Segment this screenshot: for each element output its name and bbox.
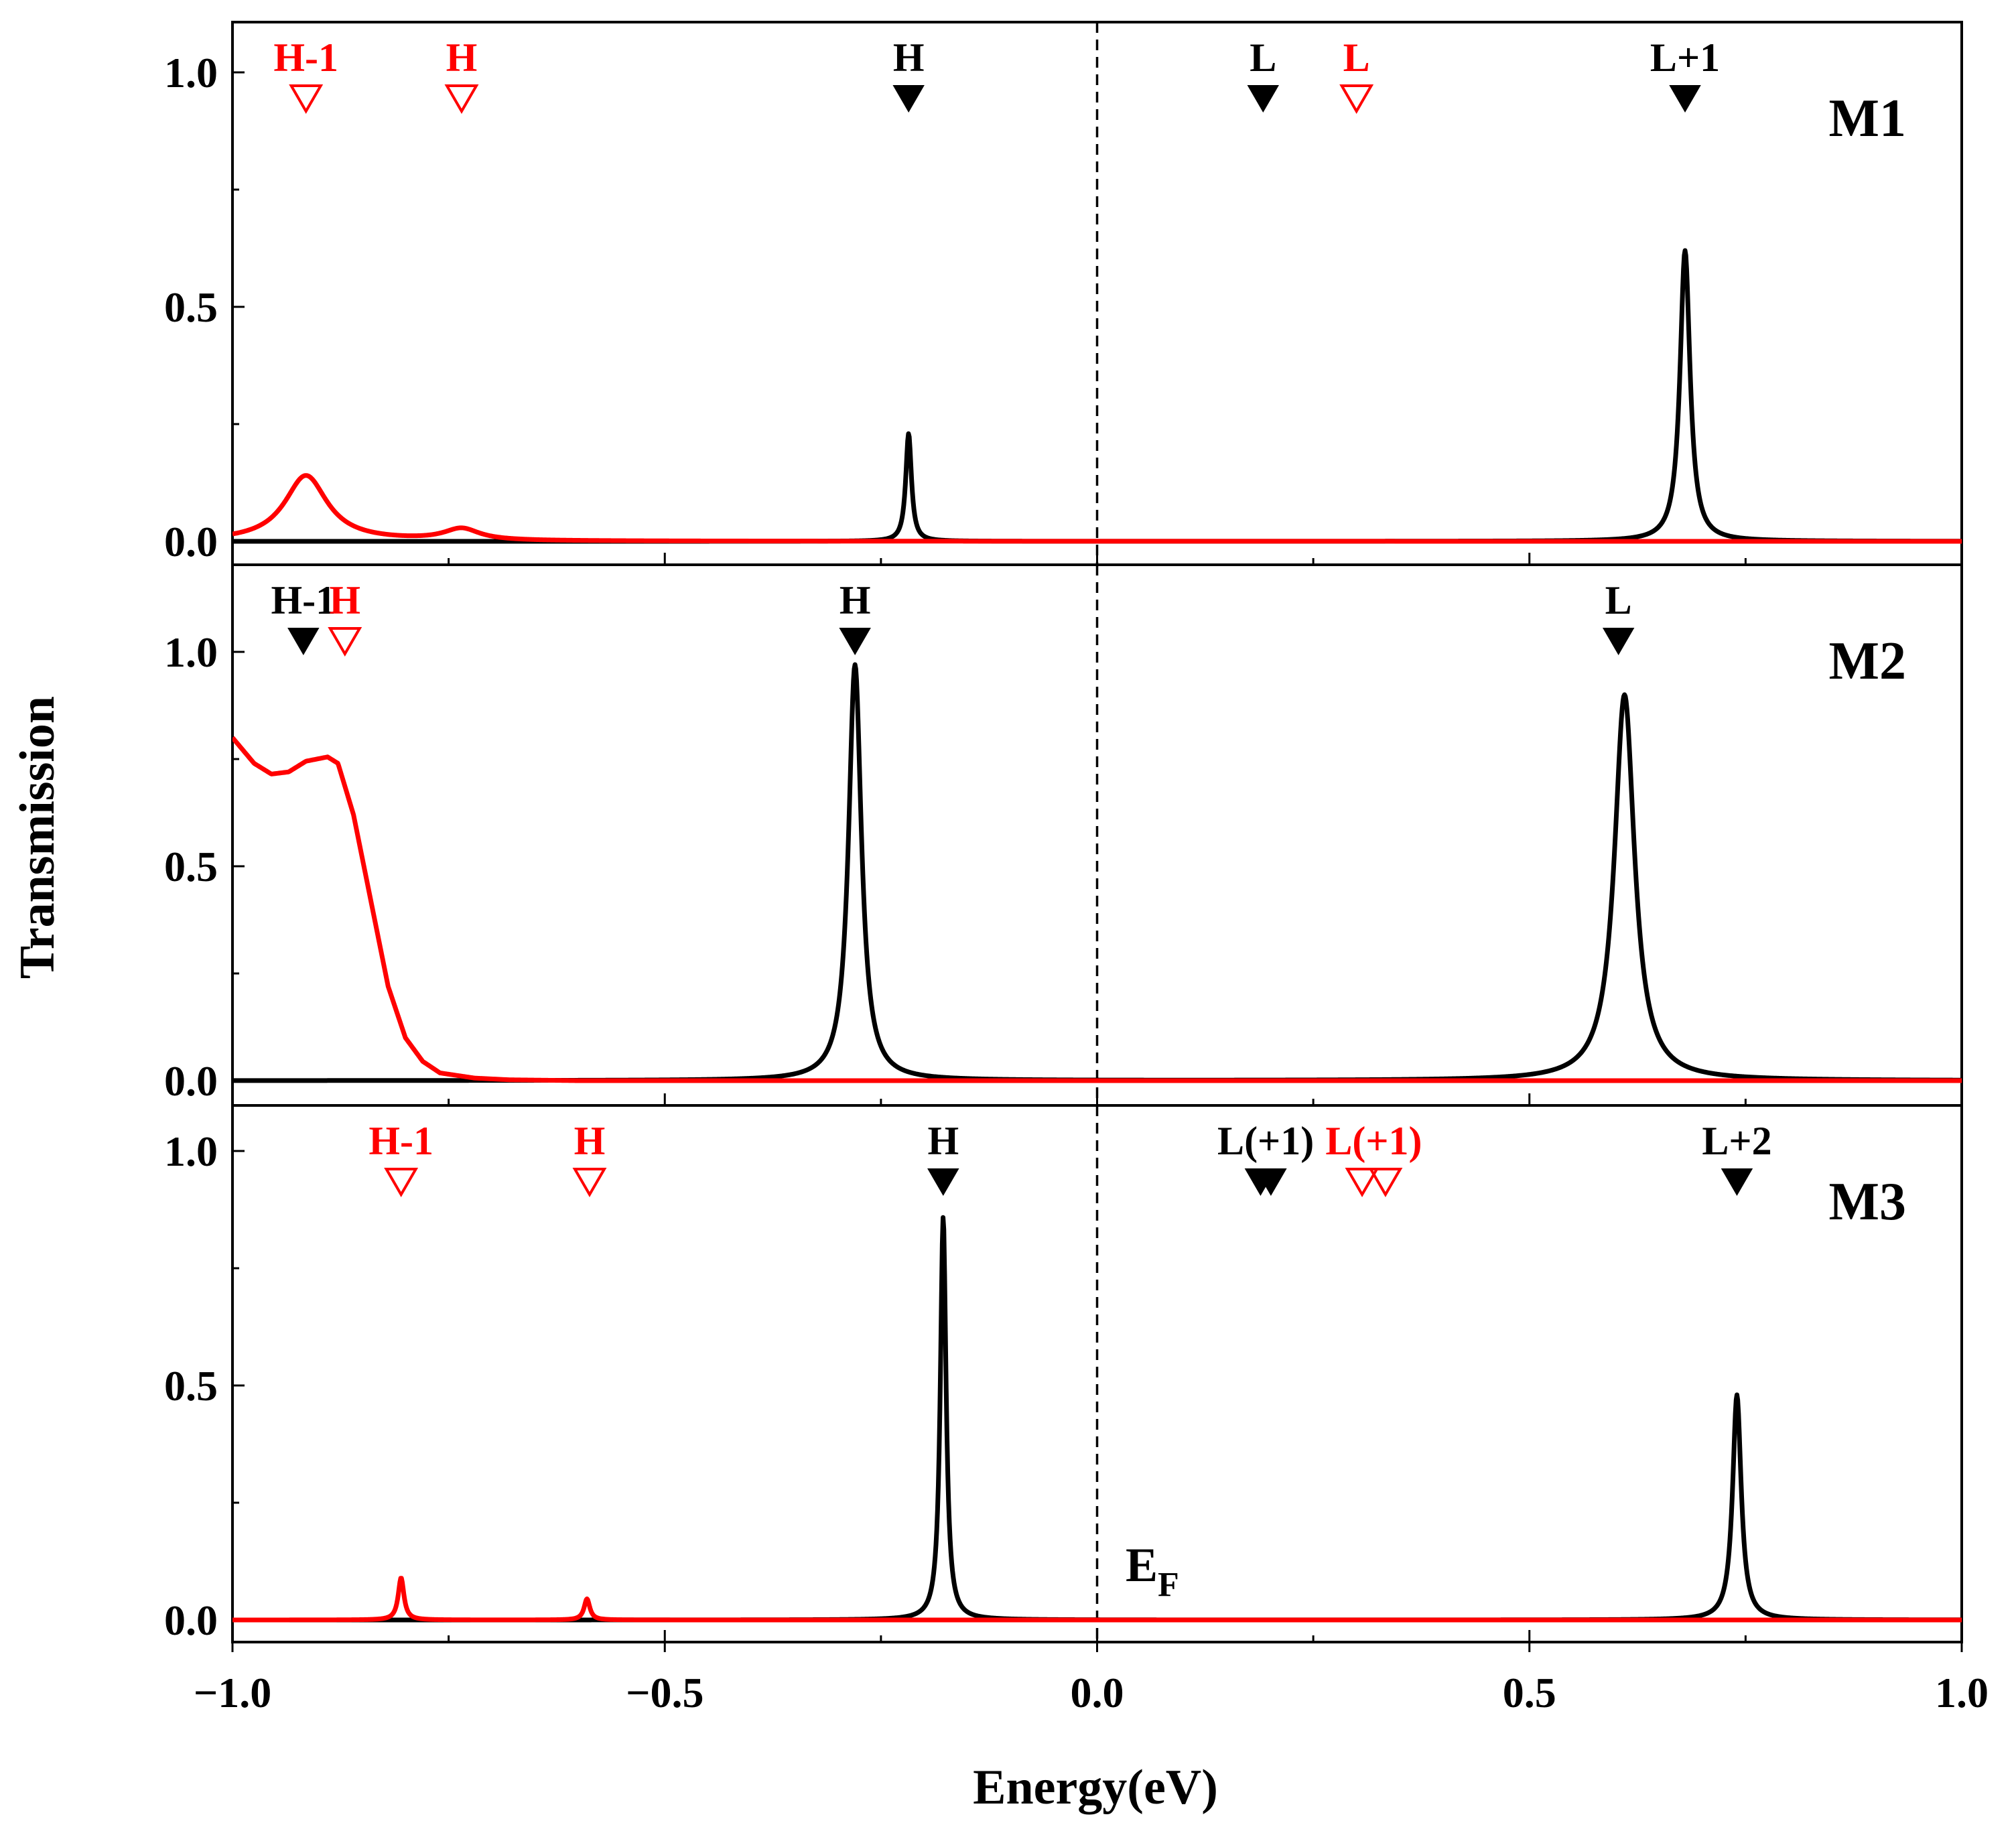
panel-m3: 0.0 0.5 1.0 M3 H-1 H H L(+1) L(+1) L+2 [164, 1104, 1963, 1644]
panel-curves [232, 662, 1962, 1083]
orbital-marker-label: H [574, 1119, 606, 1163]
orbital-marker-label: H [446, 36, 478, 80]
orbital-marker-label: H-1 [273, 36, 338, 80]
orbital-marker-label: L [1343, 36, 1370, 80]
series-line-red [232, 473, 1962, 544]
orbital-marker: H [328, 578, 362, 657]
series-line-red [232, 736, 1962, 1083]
orbital-marker: H [892, 36, 925, 113]
open-triangle-marker [1339, 84, 1374, 114]
fermi-label: EF [1126, 1538, 1179, 1604]
x-axis: −1.0 −0.5 0.0 0.5 1.0 EF [194, 1538, 1989, 1716]
filled-triangle-marker [1247, 85, 1280, 113]
orbital-marker-label: L+2 [1702, 1119, 1771, 1163]
orbital-marker-label: L [1250, 36, 1276, 80]
orbital-marker: L(+1) [1325, 1119, 1422, 1197]
orbital-marker: H-1 [271, 578, 336, 655]
open-triangle-marker [1368, 1168, 1403, 1197]
orbital-marker-label: H-1 [368, 1119, 433, 1163]
open-triangle-marker [1345, 1168, 1380, 1197]
x-tick-label: 1.0 [1935, 1669, 1989, 1716]
y-axis-title: Transmission [10, 696, 65, 979]
filled-triangle-marker [839, 628, 871, 655]
orbital-marker: H [839, 578, 871, 655]
orbital-marker-label: H [839, 578, 871, 622]
y-tick-label: 1.0 [164, 1128, 218, 1175]
filled-triangle-marker [927, 1168, 959, 1196]
x-tick-label: −1.0 [194, 1669, 271, 1716]
panel-m2: 0.00.51.0 M2H-1H H L [164, 563, 1963, 1107]
orbital-marker-label: L(+1) [1217, 1119, 1314, 1163]
orbital-marker: L [1339, 36, 1374, 114]
fermi-label-main: E [1126, 1538, 1158, 1592]
panel-label: M1 [1828, 89, 1906, 148]
open-triangle-marker [289, 84, 324, 114]
y-tick-label: 1.0 [164, 628, 218, 676]
x-tick-label: 0.0 [1071, 1669, 1124, 1716]
y-tick-label: 0.5 [164, 1362, 218, 1410]
orbital-marker: H [444, 36, 479, 114]
orbital-marker-label: H [927, 1119, 959, 1163]
orbital-marker-label: L+1 [1650, 36, 1720, 80]
series-line-red [232, 1576, 1962, 1623]
orbital-marker: L+2 [1702, 1119, 1772, 1196]
orbital-marker: L [1602, 578, 1635, 655]
filled-triangle-marker [892, 85, 925, 113]
panel-label: M2 [1828, 632, 1906, 691]
orbital-marker: L(+1) [1217, 1119, 1314, 1196]
panel-label: M3 [1828, 1172, 1906, 1231]
filled-triangle-marker [1602, 628, 1635, 655]
panel-curves [232, 248, 1962, 544]
filled-triangle-marker [1721, 1168, 1753, 1196]
orbital-marker-label: L(+1) [1325, 1119, 1422, 1163]
y-tick-label: 0.5 [164, 843, 218, 890]
orbital-marker: L+1 [1650, 36, 1720, 113]
fermi-label-subscript: F [1158, 1566, 1179, 1604]
y-tick-label: 0.0 [164, 1597, 218, 1644]
y-tick-label: 1.0 [164, 49, 218, 96]
y-tick-label: 0.0 [164, 1057, 218, 1105]
orbital-marker-label: H [893, 36, 925, 80]
filled-triangle-marker [1669, 85, 1701, 113]
orbital-marker-label: H [329, 578, 360, 622]
x-tick-label: −0.5 [626, 1669, 703, 1716]
open-triangle-marker [444, 84, 479, 114]
filled-triangle-marker [1255, 1168, 1287, 1196]
orbital-marker: H-1 [368, 1119, 433, 1197]
panel-curves [232, 1215, 1962, 1623]
panel-m1: 0.0 0.5 1.0 M1 H-1 H H L L L+1 [164, 21, 1963, 566]
orbital-marker-label: H-1 [271, 578, 336, 622]
y-tick-label: 0.0 [164, 518, 218, 565]
open-triangle-marker [328, 627, 362, 657]
orbital-marker-label: L [1605, 578, 1632, 622]
orbital-marker: H-1 [273, 36, 338, 114]
y-tick-label: 0.5 [164, 283, 218, 331]
open-triangle-marker [572, 1168, 607, 1197]
orbital-marker: L [1247, 36, 1280, 113]
x-tick-label: 0.5 [1503, 1669, 1556, 1716]
orbital-marker: H [927, 1119, 959, 1196]
x-axis-title: Energy(eV) [973, 1760, 1218, 1815]
open-triangle-marker [384, 1168, 419, 1197]
filled-triangle-marker [287, 628, 320, 655]
orbital-marker: H [572, 1119, 607, 1197]
